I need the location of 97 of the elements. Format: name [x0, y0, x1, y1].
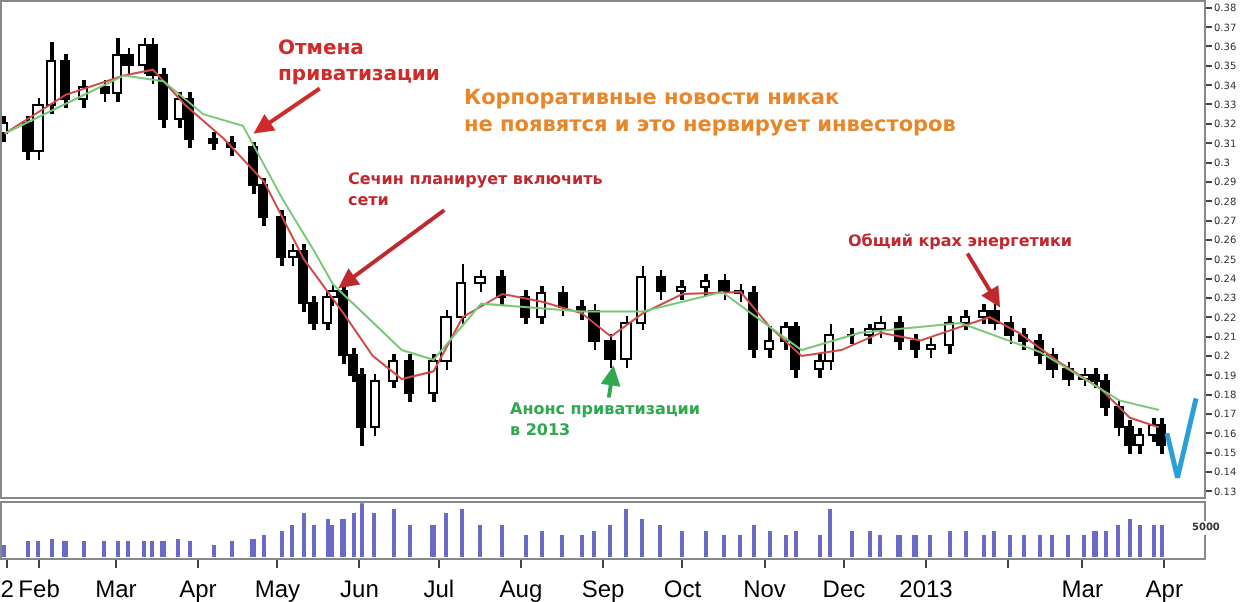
bar: [500, 525, 504, 558]
x-tick-label: Sep: [581, 574, 625, 602]
x-tick-label: Oct: [663, 574, 703, 602]
bar: [262, 535, 266, 558]
bar: [444, 513, 448, 558]
annotation: Отмена приватизации: [278, 38, 440, 86]
bar: [360, 503, 364, 558]
bar: [188, 541, 192, 558]
bar: [722, 535, 726, 558]
x-tick-label: Aug: [499, 574, 543, 602]
bar: [828, 509, 832, 558]
bar: [430, 525, 436, 558]
x-tick-label: Nov: [743, 574, 786, 602]
bar: [982, 535, 986, 558]
x-tick-label: 2: [0, 574, 15, 602]
bar: [302, 513, 306, 558]
bar: [176, 539, 180, 558]
annotation: Общий крах энергетики: [848, 232, 1073, 250]
bar: [1022, 535, 1026, 558]
bar: [850, 531, 854, 558]
bar: [160, 541, 166, 558]
bar: [592, 531, 596, 558]
x-tick-label: Apr: [179, 574, 217, 602]
x-tick-label: Mar: [1061, 574, 1103, 602]
x-tick-label: May: [254, 574, 301, 602]
bar: [608, 525, 612, 558]
bar: [150, 541, 154, 558]
bar: [1008, 535, 1012, 558]
bar: [250, 539, 256, 558]
x-tick-label: Mar: [95, 574, 137, 602]
x-tick-label: Jul: [423, 574, 455, 602]
bar: [102, 541, 106, 558]
bar: [540, 531, 544, 558]
bar: [36, 541, 40, 558]
bar: [524, 535, 528, 558]
bar: [290, 525, 294, 558]
x-tick-label: 2013: [899, 574, 954, 602]
bar: [230, 541, 234, 558]
bar: [1038, 535, 1042, 558]
bar: [330, 525, 334, 558]
bar: [1138, 525, 1142, 558]
bar: [82, 541, 86, 558]
bar: [280, 531, 284, 558]
bar: [1066, 535, 1070, 558]
bar: [928, 535, 932, 558]
bar: [624, 509, 628, 558]
bar: [26, 541, 30, 558]
bar: [142, 541, 146, 558]
x-tick-label: Feb: [18, 574, 61, 602]
bar: [704, 531, 708, 558]
bar: [2, 545, 6, 558]
bar: [372, 513, 376, 558]
bar: [580, 535, 584, 558]
bar: [768, 531, 772, 558]
bar: [1082, 535, 1086, 558]
bar: [794, 531, 798, 558]
bar: [992, 531, 996, 558]
bar: [1160, 525, 1164, 558]
bar: [478, 525, 482, 558]
bar: [408, 525, 412, 558]
annotation: Корпоративные новости никак не появятся и это нервирует инвесторов: [464, 86, 957, 138]
bar: [964, 531, 968, 558]
bar: [560, 535, 564, 558]
bar: [640, 519, 644, 558]
bar: [868, 531, 872, 558]
bar: [212, 545, 216, 558]
bar: [1116, 525, 1120, 558]
bar: [352, 513, 356, 558]
bar: [948, 531, 952, 558]
bar: [62, 541, 68, 558]
annotation: Анонс приватизации в 2013: [510, 400, 701, 439]
bar: [1050, 535, 1054, 558]
bar: [1104, 531, 1108, 558]
bar: [1092, 531, 1098, 558]
bar: [1128, 519, 1132, 558]
bar: [392, 509, 396, 558]
bar: [126, 541, 130, 558]
bar: [460, 509, 464, 558]
bar: [896, 535, 902, 558]
bar: [326, 519, 330, 558]
bar: [878, 535, 882, 558]
bar: [752, 525, 756, 558]
bar: [738, 535, 742, 558]
bar: [912, 535, 918, 558]
bar: [312, 525, 316, 558]
bar: [818, 535, 822, 558]
x-tick-label: Dec: [822, 574, 866, 602]
bar: [784, 535, 788, 558]
x-tick-label: Apr: [1145, 574, 1183, 602]
bar: [340, 519, 346, 558]
bar: [658, 525, 662, 558]
bar: [680, 531, 684, 558]
bar: [50, 539, 54, 558]
x-tick-label: Jun: [340, 574, 379, 602]
bar: [1152, 525, 1156, 558]
annotation: Сечин планирует включить сети: [348, 170, 603, 209]
bar: [116, 541, 120, 558]
